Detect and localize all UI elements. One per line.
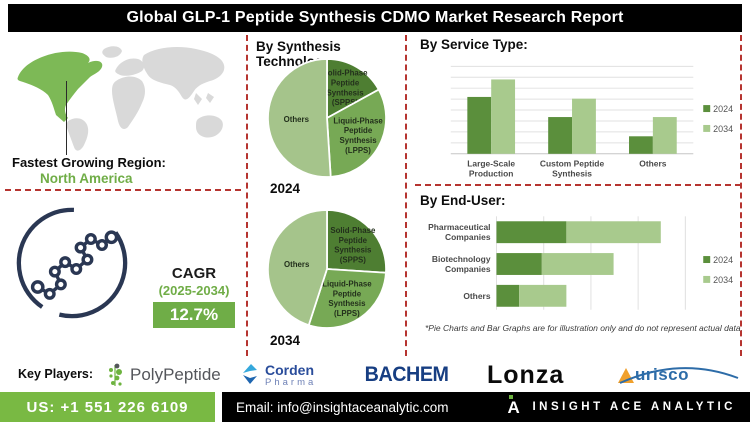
title-bar: Global GLP-1 Peptide Synthesis CDMO Mark… [8, 4, 742, 32]
legend-swatch [703, 105, 711, 113]
service-type-heading: By Service Type: [420, 37, 528, 52]
pie-label: Others [284, 260, 310, 269]
dashed-separator [5, 189, 241, 191]
category-label: Large-Scale Production [467, 159, 515, 179]
pie-label: Solid-Phase Peptide Synthesis (SPPS) [330, 226, 376, 265]
continent-north-america-highlight [17, 51, 103, 122]
end-user-heading: By End-User: [420, 193, 506, 208]
pie-year-2034: 2034 [270, 333, 301, 348]
bachem-wordmark: BACHEM [364, 363, 449, 386]
continent-europe [115, 58, 145, 76]
category-label: Others [639, 159, 667, 169]
bar-2034 [519, 284, 567, 307]
bar-2034 [652, 117, 677, 154]
region-section: Fastest Growing Region: North America [0, 33, 246, 358]
fastest-growing-region-value: North America [40, 171, 133, 186]
polypeptide-icon [109, 363, 122, 386]
continent-greenland [102, 46, 122, 58]
key-players-label: Key Players: [18, 367, 94, 381]
logo-polypeptide: PolyPeptide [106, 358, 221, 392]
legend-label: 2024 [713, 104, 733, 114]
pie-slice [267, 58, 332, 178]
synthesis-pie-2024: Solid-Phase Peptide Synthesis (SPPS) Liquid-… [267, 58, 387, 178]
world-map [17, 46, 225, 151]
dashed-right-edge [740, 35, 742, 356]
bar-2034 [491, 79, 516, 154]
pie-slice [307, 268, 387, 329]
disclaimer-footnote: *Pie Charts and Bar Graphs are for illus… [425, 323, 743, 333]
legend-swatch [703, 124, 711, 132]
continent-asia [142, 47, 225, 100]
insight-ace-brand: A INSIGHT ACE ANALYTIC [507, 395, 736, 418]
category-label: Custom Peptide Synthesis [540, 159, 605, 179]
insight-ace-logo-icon: A [507, 395, 523, 418]
bar-2024 [496, 284, 520, 307]
bar-2024 [629, 136, 653, 154]
logo-bachem: BACHEM [362, 358, 451, 392]
aurisco-wordmark: urisco [635, 365, 690, 384]
bar-2034 [572, 98, 596, 154]
legend-swatch [703, 275, 711, 283]
legend-label: 2034 [713, 124, 733, 134]
pie-slice [326, 209, 387, 274]
category-label: Biotechnology Companies [432, 254, 491, 274]
end-user-bar-chart: Pharmaceutical Companies Biotechnology Comp… [428, 216, 733, 310]
pie-label: Others [284, 115, 310, 124]
legend-label: 2034 [713, 275, 733, 285]
synthesis-technology-section: By Synthesis Technology: Solid-Phase Pept… [246, 35, 407, 356]
polypeptide-wordmark: PolyPeptide [130, 365, 221, 384]
islands-southeast-asia [194, 93, 214, 105]
cagr-label: CAGR [171, 265, 217, 282]
phone-number: US: +1 551 226 6109 [26, 398, 189, 416]
category-label: Others [463, 291, 491, 301]
continent-australia [196, 115, 223, 138]
corden-pharma-wordmark: Corden Pharma [265, 361, 317, 388]
page-title: Global GLP-1 Peptide Synthesis CDMO Mark… [126, 9, 624, 26]
right-charts-section: By Service Type: Large-Scale Production Cu… [407, 33, 750, 358]
pie-slice [267, 209, 328, 327]
cagr-value-badge: 12.7% [153, 302, 235, 328]
contact-bar: US: +1 551 226 6109 Email: info@insighta… [0, 392, 750, 422]
bar-2024 [496, 221, 567, 244]
pie-label: Liquid-Phase Peptide Synthesis (LPPS) [322, 279, 372, 318]
pie-year-2024: 2024 [270, 181, 301, 196]
key-players-row: Key Players: PolyPeptide Corden Pharma [0, 358, 750, 392]
pie-label: Solid-Phase Peptide Synthesis (SPPS) [323, 69, 369, 108]
aurisco-triangle-icon [618, 367, 634, 383]
dashed-separator [415, 184, 741, 186]
service-type-bar-chart: Large-Scale Production Custom Peptide Synth… [450, 65, 733, 179]
cagr-block: CAGR (2025-2034) 12.7% [146, 265, 242, 328]
legend-swatch [703, 256, 711, 264]
bar-2034 [566, 221, 661, 244]
continent-africa [112, 76, 145, 129]
phone-banner[interactable]: US: +1 551 226 6109 [0, 392, 215, 422]
pie-slice [326, 88, 387, 178]
pie-slice [326, 58, 380, 120]
bar-2024 [467, 96, 492, 154]
fastest-growing-region-label: Fastest Growing Region: [12, 155, 166, 170]
cagr-period: (2025-2034) [158, 283, 230, 298]
legend-label: 2024 [713, 255, 733, 265]
logo-lonza: Lonza [487, 358, 564, 392]
logo-aurisco: urisco [618, 358, 744, 392]
category-label: Pharmaceutical Companies [428, 222, 491, 242]
synthesis-pie-2034: Solid-Phase Peptide Synthesis (SPPS) Liquid-… [267, 209, 387, 329]
insight-ace-wordmark: INSIGHT ACE ANALYTIC [532, 401, 736, 413]
lonza-wordmark: Lonza [487, 360, 565, 389]
peptide-molecule-icon [16, 207, 128, 319]
pie-label: Liquid-Phase Peptide Synthesis (LPPS) [333, 116, 383, 155]
region-pointer-line [66, 81, 67, 155]
content-area: Fastest Growing Region: North America [0, 33, 750, 358]
corden-pharma-icon [243, 364, 257, 384]
email-address[interactable]: Email: info@insightaceanalytic.com [236, 399, 449, 415]
bar-2024 [548, 117, 573, 154]
bar-2024 [496, 253, 542, 275]
logo-corden-pharma: Corden Pharma [240, 358, 316, 392]
email-banner: Email: info@insightaceanalytic.com A INS… [222, 392, 750, 422]
continent-south-america [66, 118, 89, 151]
bar-2034 [541, 253, 614, 275]
